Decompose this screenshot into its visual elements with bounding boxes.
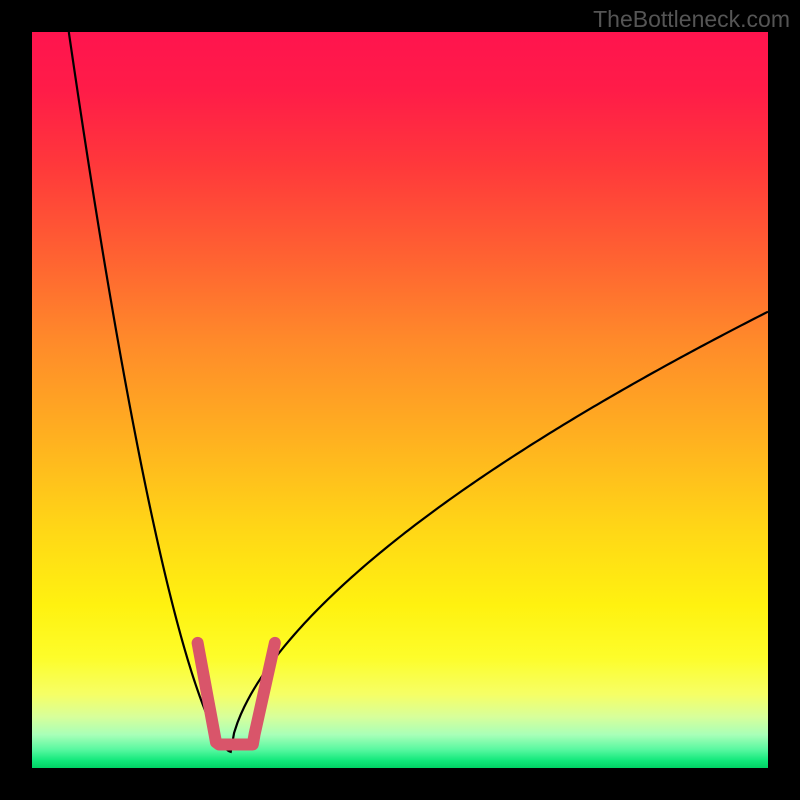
chart-container: TheBottleneck.com (0, 0, 800, 800)
bottleneck-curve-plot (0, 0, 800, 800)
plot-background (32, 32, 768, 768)
watermark-text: TheBottleneck.com (593, 6, 790, 33)
